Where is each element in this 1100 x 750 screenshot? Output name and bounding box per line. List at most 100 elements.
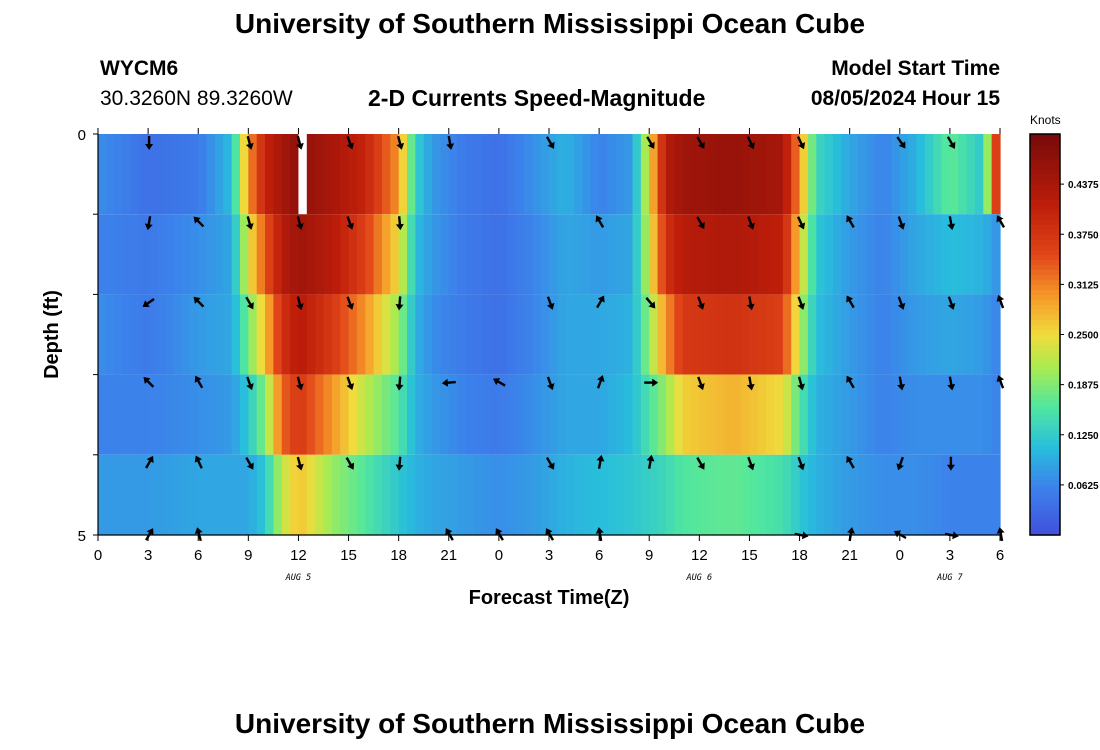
heatmap-cell <box>933 294 943 375</box>
heatmap-cell <box>432 214 442 295</box>
arrow-head <box>746 383 755 391</box>
heatmap-cell <box>139 294 149 375</box>
heatmap-cell <box>974 294 984 375</box>
arrow-head <box>545 528 553 536</box>
colorbar-swatch <box>1030 484 1060 491</box>
heatmap-cell <box>523 294 533 375</box>
heatmap-cell <box>131 294 141 375</box>
date-label: AUG 5 <box>285 573 312 583</box>
current-vector-arrow <box>797 456 806 471</box>
heatmap-cell <box>699 294 709 375</box>
heatmap-cell <box>231 214 241 295</box>
heatmap-cell <box>874 134 884 215</box>
heatmap-cell <box>123 214 133 295</box>
current-vector-arrow <box>796 216 806 230</box>
arrow-head <box>948 141 956 149</box>
heatmap-cell <box>390 214 400 295</box>
heatmap-cell <box>532 134 542 215</box>
heatmap-cell <box>724 214 734 295</box>
heatmap-cell <box>381 294 391 375</box>
arrow-head <box>947 223 956 231</box>
heatmap-cell <box>189 374 199 455</box>
current-vector-arrow <box>946 456 955 471</box>
heatmap-cell <box>273 374 283 455</box>
heatmap-cell <box>323 294 333 375</box>
arrow-shaft <box>398 376 402 386</box>
heatmap-cell <box>281 374 291 455</box>
heatmap-cell <box>615 454 625 535</box>
heatmap-cell <box>807 454 817 535</box>
current-vector-arrow <box>143 376 155 388</box>
heatmap-cell <box>198 454 208 535</box>
heatmap-cell <box>582 214 592 295</box>
colorbar-swatch <box>1030 174 1060 180</box>
heatmap-cell <box>741 454 751 535</box>
heatmap-cell <box>482 294 492 375</box>
heatmap-cell <box>624 214 634 295</box>
current-vector-arrow <box>246 376 254 391</box>
current-vector-arrow <box>846 455 855 469</box>
colorbar-swatch <box>1030 339 1060 346</box>
arrow-shaft <box>546 376 553 386</box>
colorbar-swatch <box>1030 354 1060 361</box>
heatmap-cell <box>549 374 558 455</box>
heatmap-cell <box>891 374 901 455</box>
arrow-shaft <box>496 380 506 387</box>
heatmap-cell <box>649 294 659 375</box>
heatmap-cell <box>290 454 300 535</box>
arrow-head <box>746 303 755 311</box>
colorbar-swatch <box>1030 399 1060 406</box>
heatmap-cell <box>248 214 258 295</box>
heatmap-cell <box>156 214 166 295</box>
heatmap-cell <box>883 134 893 215</box>
arrow-head <box>145 144 154 150</box>
heatmap-cell <box>273 294 283 375</box>
arrow-head <box>495 528 503 536</box>
arrow-shaft <box>245 296 252 306</box>
heatmap-cell <box>231 454 241 535</box>
arrow-shaft <box>246 216 252 226</box>
heatmap-cell <box>131 454 141 535</box>
heatmap-cell <box>716 214 725 295</box>
arrow-head <box>546 302 555 310</box>
heatmap-cell <box>156 374 166 455</box>
heatmap-cell <box>173 374 183 455</box>
y-tick-label: 5 <box>78 528 86 545</box>
heatmap-cell <box>916 214 926 295</box>
heatmap-cell <box>164 214 174 295</box>
current-vector-arrow <box>897 376 906 391</box>
heatmap-cell <box>766 134 776 215</box>
heatmap-cell <box>757 214 767 295</box>
colorbar-swatch <box>1030 499 1060 506</box>
heatmap-cell <box>348 374 358 455</box>
heatmap-cell <box>398 214 408 295</box>
chart-subtitle: 2-D Currents Speed-Magnitude <box>368 85 706 111</box>
heatmap-cell <box>782 454 792 535</box>
heatmap-cell <box>991 214 1001 295</box>
current-vector-arrow <box>947 296 956 310</box>
colorbar-swatch <box>1030 454 1060 461</box>
heatmap-cell <box>223 294 233 375</box>
heatmap-cell <box>315 294 325 375</box>
arrow-head <box>346 142 355 150</box>
colorbar-swatch <box>1030 199 1060 205</box>
heatmap-cell <box>206 214 216 295</box>
arrow-shaft <box>747 456 753 467</box>
colorbar-swatch <box>1030 349 1060 356</box>
heatmap-cell <box>106 214 116 295</box>
colorbar-swatch <box>1030 169 1060 175</box>
heatmap-cell <box>440 214 450 295</box>
x-tick-label: 15 <box>741 547 758 564</box>
heatmap-cell <box>273 454 283 535</box>
heatmap-cell <box>482 134 492 215</box>
colorbar-tick-label: 0.4375 <box>1068 180 1099 191</box>
heatmap-cell <box>791 294 801 375</box>
arrow-head <box>347 462 355 470</box>
heatmap-cell <box>640 294 650 375</box>
arrow-shaft <box>398 456 402 466</box>
heatmap-cell <box>924 134 934 215</box>
heatmap-cell <box>306 214 316 295</box>
colorbar-swatch <box>1030 139 1060 145</box>
heatmap-cell <box>239 294 249 375</box>
